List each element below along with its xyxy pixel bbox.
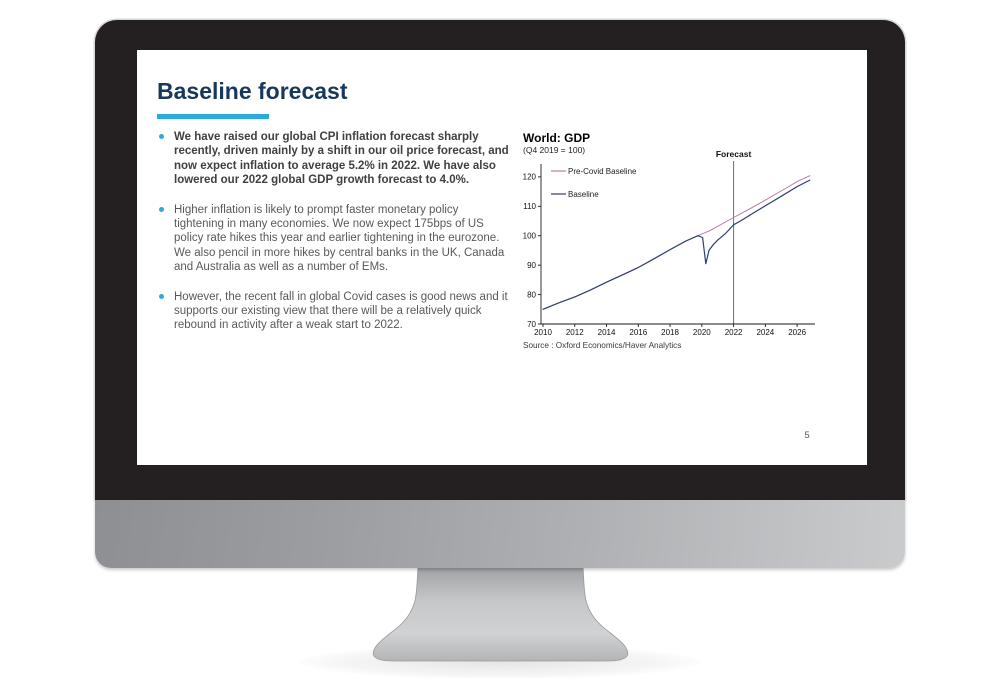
gdp-chart-svg: World: GDP(Q4 2019 = 100) Forecast 70 80 90 1… [523, 131, 815, 350]
svg-text:2020: 2020 [693, 328, 711, 337]
svg-text:Forecast: Forecast [716, 149, 752, 159]
svg-text:100: 100 [523, 232, 537, 241]
svg-text:2010: 2010 [534, 328, 552, 337]
svg-text:2012: 2012 [566, 328, 584, 337]
svg-text:2022: 2022 [725, 328, 743, 337]
bullet-icon [159, 134, 164, 139]
page-number: 5 [804, 430, 810, 441]
svg-text:120: 120 [523, 173, 537, 182]
svg-text:80: 80 [527, 290, 536, 299]
bullet-icon [159, 293, 164, 299]
bullet-text: Higher inflation is likely to prompt fas… [174, 203, 505, 274]
title-underline-bar [157, 114, 269, 119]
bullet-item: However, the recent fall in global Covid… [157, 290, 509, 333]
slide: Baseline forecast We have raised our glo… [137, 50, 867, 465]
bullet-text: However, the recent fall in global Covid… [174, 290, 508, 332]
bullet-list: We have raised our global CPI inflation … [157, 130, 509, 348]
monitor-chin [95, 500, 905, 568]
svg-text:2026: 2026 [788, 328, 806, 337]
svg-text:2024: 2024 [756, 328, 774, 337]
svg-text:Baseline: Baseline [568, 190, 599, 199]
screen: Baseline forecast We have raised our glo… [137, 50, 867, 465]
bullet-text: We have raised our global CPI inflation … [174, 131, 509, 187]
slide-title: Baseline forecast [157, 78, 348, 104]
svg-text:2016: 2016 [629, 328, 647, 337]
bullet-icon [159, 206, 164, 212]
series-line-1 [542, 179, 811, 310]
svg-text:110: 110 [523, 202, 536, 211]
bullet-item: Higher inflation is likely to prompt fas… [157, 203, 509, 275]
bullet-item: We have raised our global CPI inflation … [157, 130, 509, 188]
gdp-chart: World: GDP (Q4 2019 = 100) Forecast 70 80 90 1… [522, 128, 817, 356]
svg-text:Source : Oxford Economics/Have: Source : Oxford Economics/Haver Analytic… [523, 341, 681, 350]
svg-text:World: GDP: World: GDP [523, 131, 590, 145]
stand-pedestal [372, 567, 629, 662]
svg-text:70: 70 [527, 320, 536, 329]
svg-text:2014: 2014 [598, 328, 616, 337]
monitor-stand [372, 567, 629, 662]
svg-text:2018: 2018 [661, 328, 679, 337]
svg-text:(Q4 2019 = 100): (Q4 2019 = 100) [523, 145, 585, 155]
svg-text:90: 90 [527, 261, 536, 270]
svg-text:Pre-Covid Baseline: Pre-Covid Baseline [568, 167, 637, 176]
